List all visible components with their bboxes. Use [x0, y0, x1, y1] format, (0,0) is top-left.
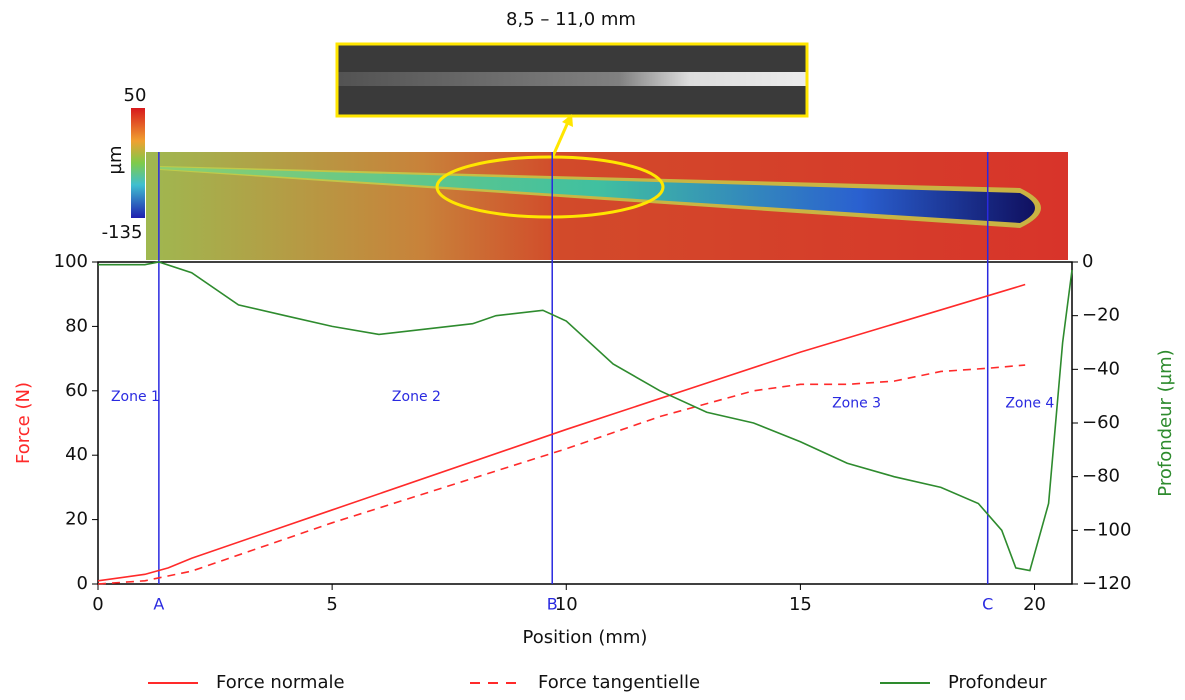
- colorbar-max: 50: [124, 85, 147, 106]
- x-tick-label: 15: [789, 594, 812, 615]
- y-tick-label: 20: [65, 509, 88, 530]
- x-tick-label: 0: [92, 594, 103, 615]
- y2-tick-label: −60: [1082, 412, 1120, 433]
- y2-tick-label: −100: [1082, 519, 1131, 540]
- highlight-ellipse: [435, 155, 665, 219]
- zone-label: Zone 4: [1005, 396, 1054, 412]
- zone-label: Zone 1: [111, 389, 160, 405]
- y-tick-label: 40: [65, 444, 88, 465]
- legend-label: Profondeur: [948, 672, 1047, 693]
- highlight-arrow: [551, 121, 570, 157]
- x-tick-label: 10: [555, 594, 578, 615]
- inset-title: 8,5 – 11,0 mm: [506, 9, 636, 30]
- y2-axis-label: Profondeur (µm): [1155, 349, 1176, 496]
- series-line: [97, 283, 1026, 582]
- y2-tick-label: −40: [1082, 358, 1120, 379]
- y-tick-label: 60: [65, 380, 88, 401]
- colorbar: [131, 108, 145, 218]
- zone-label: Zone 2: [392, 389, 441, 405]
- y2-tick-label: −20: [1082, 305, 1120, 326]
- y2-tick-label: 0: [1082, 251, 1093, 272]
- boundary-label: B: [547, 595, 558, 614]
- y-tick-label: 100: [54, 251, 88, 272]
- x-tick-label: 5: [326, 594, 337, 615]
- surface-image: [146, 152, 1068, 260]
- series-line: [97, 364, 1026, 585]
- y2-tick-label: −80: [1082, 466, 1120, 487]
- y-axis-label: Force (N): [13, 382, 34, 464]
- boundary-label: A: [153, 595, 164, 614]
- arrow-head: [562, 114, 573, 127]
- x-tick-label: 20: [1023, 594, 1046, 615]
- legend-label: Force normale: [216, 672, 345, 693]
- y-tick-label: 0: [77, 573, 88, 594]
- colorbar-label: µm: [105, 146, 126, 175]
- zone-label: Zone 3: [832, 396, 881, 412]
- y-tick-label: 80: [65, 315, 88, 336]
- y2-tick-label: −120: [1082, 573, 1131, 594]
- x-axis-label: Position (mm): [523, 627, 648, 648]
- legend-label: Force tangentielle: [538, 672, 700, 693]
- series-line: [98, 261, 1073, 572]
- inset-image: [335, 42, 809, 118]
- boundary-label: C: [982, 595, 993, 614]
- colorbar-min: -135: [102, 222, 143, 243]
